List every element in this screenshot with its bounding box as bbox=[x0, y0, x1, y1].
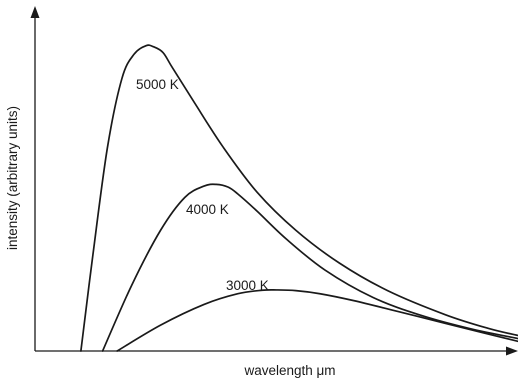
x-axis-arrow-icon bbox=[506, 346, 518, 356]
series-label-3000k: 3000 K bbox=[226, 278, 269, 293]
y-axis-label: intensity (arbitrary units) bbox=[5, 106, 20, 250]
series-curves bbox=[80, 44, 518, 352]
axes bbox=[30, 6, 518, 356]
curve-5000k bbox=[80, 44, 518, 352]
curve-3000k bbox=[116, 289, 518, 352]
curve-4000k bbox=[101, 183, 518, 352]
y-axis-arrow-icon bbox=[30, 6, 40, 18]
series-labels: 5000 K 4000 K 3000 K bbox=[136, 77, 269, 293]
series-label-5000k: 5000 K bbox=[136, 77, 179, 92]
series-label-4000k: 4000 K bbox=[186, 202, 229, 217]
x-axis-label: wavelength μm bbox=[243, 363, 335, 378]
